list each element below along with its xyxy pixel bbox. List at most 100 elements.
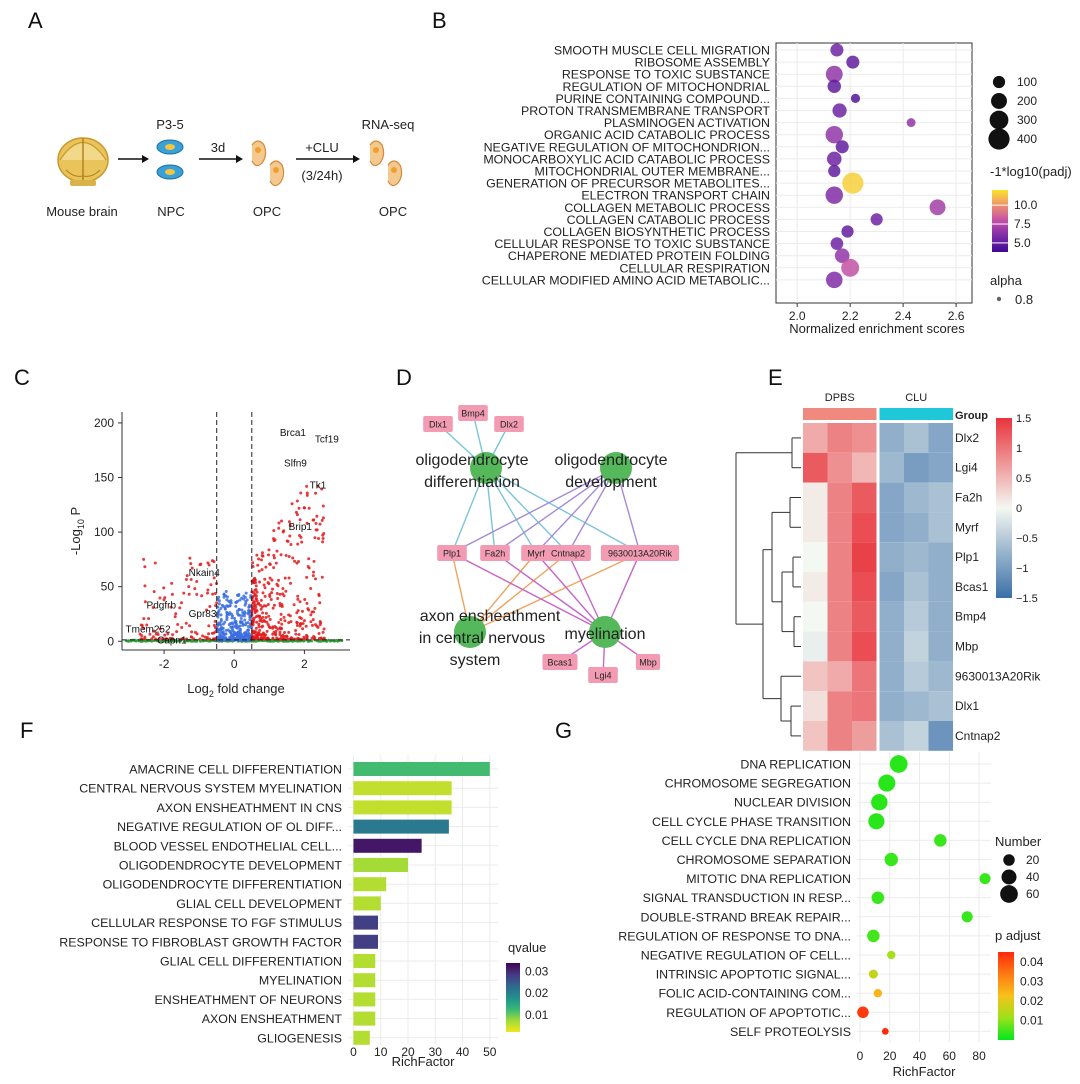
volcano-point [225, 604, 229, 608]
volcano-point [277, 526, 281, 530]
volcano-point [260, 568, 264, 572]
panel-d: D Dlx1 Bmp4 Dlx2 Plp1 Fa2h Myrf Cntnap2 9630013… [396, 365, 680, 683]
volcano-point [184, 578, 188, 582]
network-d: Dlx1 Bmp4 Dlx2 Plp1 Fa2h Myrf Cntnap2 9630013A2… [416, 405, 680, 683]
panel-g: G DNA REPLICATION CHROMOSOME SEGREGATION N… [555, 718, 1044, 1079]
volcano-point [269, 597, 273, 601]
term-label-b: PROTON TRANSMEMBRANE TRANSPORT [521, 104, 770, 118]
heatmap-row-label: Bmp4 [955, 610, 987, 624]
x-tick-label-b: 2.4 [895, 309, 912, 323]
volcano-point [142, 557, 146, 561]
volcano-point [312, 634, 316, 638]
volcano-point [287, 576, 291, 580]
term-label-g: DOUBLE-STRAND BREAK REPAIR... [641, 910, 851, 924]
points-g [857, 755, 991, 1035]
volcano-point [287, 520, 291, 524]
volcano-point [271, 632, 275, 636]
size-legend-dot-g [1001, 869, 1017, 885]
x-tick-label-c: -2 [159, 657, 170, 671]
label-rna-seq: RNA-seq [362, 117, 415, 132]
volcano-point [195, 640, 199, 643]
legend-title-f: qvalue [508, 940, 546, 955]
point-b [834, 248, 850, 263]
volcano-point [228, 600, 232, 604]
volcano-point [178, 606, 182, 610]
volcano-point [303, 597, 307, 601]
panel-label-e: E [768, 365, 783, 390]
heatmap-cell [803, 452, 828, 483]
volcano-point [318, 601, 322, 605]
row-dendrogram [735, 437, 801, 737]
volcano-point [321, 516, 325, 520]
point-g [884, 852, 898, 867]
gene-node [521, 545, 551, 561]
volcano-point [229, 625, 233, 629]
volcano-point [208, 605, 212, 609]
heatmap-cell [928, 601, 953, 632]
volcano-point [219, 628, 223, 632]
heatmap-cell [852, 423, 877, 453]
volcano-point [307, 557, 311, 561]
volcano-point [212, 623, 216, 627]
volcano-point [272, 529, 276, 533]
term-label-b: CELLULAR RESPIRATION [619, 261, 770, 275]
bar-f [353, 800, 452, 815]
volcano-point [266, 623, 270, 627]
volcano-point [255, 620, 259, 624]
volcano-point [258, 628, 262, 632]
size-legend-title-g: Number [995, 834, 1042, 849]
x-tick-label-g: 60 [943, 1049, 957, 1063]
volcano-point [297, 633, 301, 637]
volcano-point [225, 618, 229, 622]
group-label: CLU [905, 392, 927, 404]
volcano-point [272, 553, 276, 557]
term-label-b: COLLAGEN METABOLIC PROCESS [564, 201, 770, 215]
heatmap-cell [904, 542, 929, 572]
volcano-point [251, 635, 255, 639]
point-b [830, 43, 844, 57]
heatmap-cell [803, 572, 828, 602]
network-edge [567, 467, 617, 554]
volcano-point [224, 590, 228, 594]
volcano-point [233, 617, 237, 621]
volcano-point [211, 592, 215, 596]
volcano-point [203, 635, 207, 639]
volcano-point [309, 587, 313, 591]
heatmap-cell [852, 631, 877, 662]
volcano-point [176, 623, 180, 627]
color-legend-title-b: -1*log10(padj) [990, 164, 1072, 179]
volcano-point [189, 562, 193, 566]
volcano-point [261, 554, 265, 558]
bar-f [353, 954, 376, 968]
heatmap-row-label: Mbp [955, 640, 979, 654]
volcano-point [227, 613, 231, 617]
volcano-point [151, 605, 155, 609]
network-edge [451, 552, 606, 633]
point-g [873, 989, 883, 998]
volcano-point [322, 636, 326, 640]
point-b [841, 258, 860, 277]
gene-label-c: Tk1 [310, 480, 327, 491]
volcano-point [324, 639, 328, 643]
heatmap-cell [928, 661, 953, 692]
heatmap-scale-tick: −1 [1016, 563, 1029, 575]
volcano-point [316, 639, 319, 643]
bar-f [353, 877, 387, 892]
point-g [961, 911, 973, 923]
point-g [934, 834, 947, 847]
size-legend-dot-b [989, 110, 1009, 130]
axes-g: DNA REPLICATION CHROMOSOME SEGREGATION NUC… [618, 758, 986, 1064]
heatmap-cell [803, 423, 828, 453]
bar-f [353, 1030, 370, 1045]
heatmap-cell [879, 572, 904, 602]
volcano-point [312, 570, 316, 574]
hub-label: oligodendrocyte [416, 452, 529, 469]
category-label-f: CENTRAL NERVOUS SYSTEM MYELINATION [79, 782, 342, 796]
volcano-point [318, 620, 322, 624]
term-label-g: CELL CYCLE PHASE TRANSITION [652, 815, 851, 829]
volcano-point [255, 553, 259, 557]
volcano-point [278, 637, 282, 641]
volcano-point [244, 599, 248, 603]
volcano-point [220, 603, 224, 607]
panel-label-a: A [28, 8, 43, 33]
